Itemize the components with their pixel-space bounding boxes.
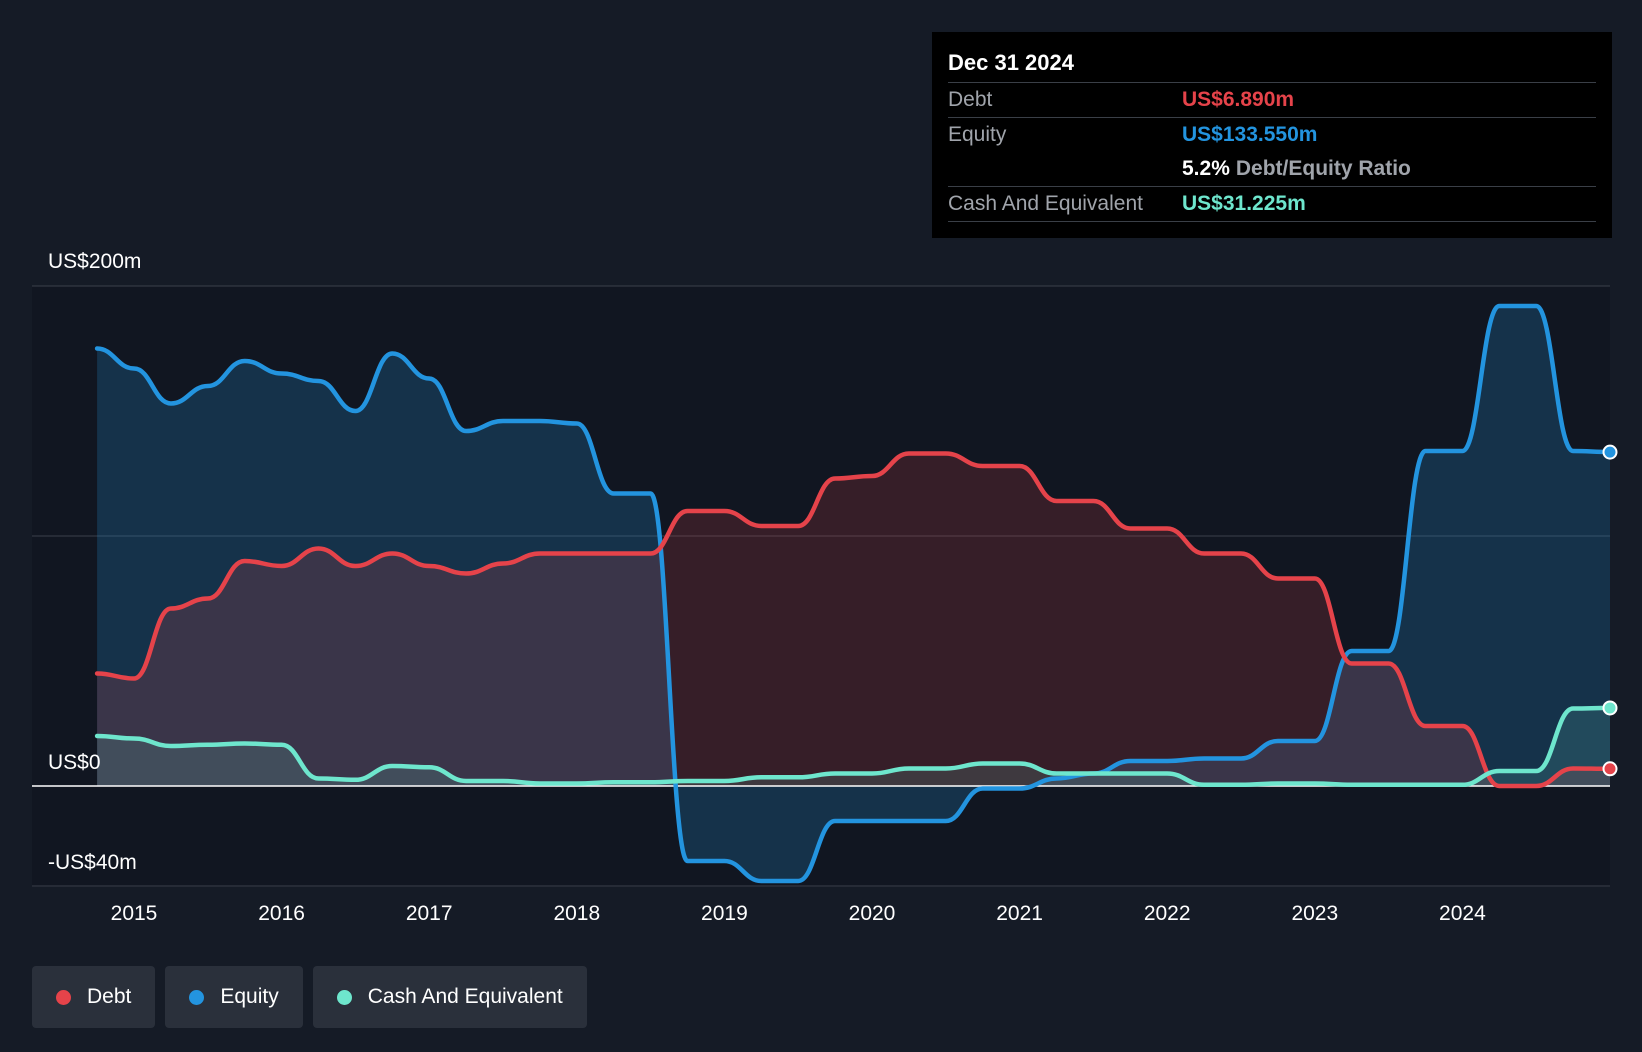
tooltip-row-debt: Debt US$6.890m: [948, 83, 1596, 118]
y-axis-top-label: US$200m: [48, 250, 142, 273]
area-equity: [97, 306, 1611, 881]
tooltip-cash-label: Cash And Equivalent: [948, 192, 1143, 215]
series-lines: [94, 303, 1613, 884]
tooltip-debt-label: Debt: [948, 88, 993, 111]
legend-debt-dot-icon: [56, 989, 71, 1005]
legend-item-debt[interactable]: Debt: [32, 966, 156, 1028]
x-tick-2021: 2021: [996, 902, 1043, 925]
x-tick-2020: 2020: [849, 902, 896, 925]
x-tick-2017: 2017: [406, 902, 453, 925]
x-axis-ticks: 2015 2016 2017 2018 2019 2020 2021 2022 2023 2024: [111, 902, 1486, 925]
x-tick-2019: 2019: [701, 902, 748, 925]
legend-item-equity[interactable]: Equity: [165, 966, 303, 1028]
series-end-dots: [1602, 444, 1618, 777]
x-tick-2015: 2015: [111, 902, 158, 925]
x-tick-2018: 2018: [553, 902, 600, 925]
tooltip-ratio: 5.2% Debt/Equity Ratio: [1182, 152, 1411, 186]
end-dot-debt: [1602, 761, 1618, 777]
tooltip-cash-value: US$31.225m: [1182, 192, 1306, 215]
legend-cash-label: Cash And Equivalent: [367, 985, 563, 1008]
tooltip-panel: Dec 31 2024 Debt US$6.890m Equity US$133…: [932, 32, 1612, 238]
legend-cash-dot-icon: [336, 989, 352, 1005]
area-debt: [97, 453, 1611, 786]
end-dot-cash: [1602, 700, 1618, 716]
tooltip-row-ratio: 5.2% Debt/Equity Ratio: [948, 152, 1596, 187]
series-areas: [97, 306, 1611, 881]
tooltip-ratio-spacer: [948, 152, 1182, 186]
area-cash: [97, 707, 1611, 786]
legend-equity-dot-icon: [189, 989, 205, 1005]
tooltip-equity-label: Equity: [948, 123, 1007, 146]
tooltip-row-equity: Equity US$133.550m: [948, 118, 1596, 152]
y-axis-bottom-label: -US$40m: [48, 851, 137, 874]
tooltip-ratio-label: Debt/Equity Ratio: [1235, 157, 1411, 180]
y-axis-zero-label: US$0: [48, 751, 101, 774]
end-dot-equity: [1602, 444, 1618, 460]
x-tick-2023: 2023: [1291, 902, 1338, 925]
tooltip-debt-value: US$6.890m: [1182, 88, 1295, 111]
legend-debt-label: Debt: [87, 985, 132, 1008]
x-tick-2016: 2016: [258, 902, 305, 925]
legend-item-cash[interactable]: Cash And Equivalent: [312, 966, 587, 1028]
gridlines: [32, 285, 1610, 887]
line-equity: [94, 303, 1613, 884]
legend-equity-label: Equity: [220, 985, 279, 1008]
x-tick-2024: 2024: [1439, 902, 1486, 925]
line-cash: [94, 705, 1613, 788]
tooltip-equity-value: US$133.550m: [1182, 123, 1318, 146]
tooltip-date: Dec 31 2024: [948, 46, 1596, 83]
line-debt: [94, 451, 1613, 789]
legend: Debt Equity Cash And Equivalent: [32, 966, 587, 1028]
tooltip-ratio-value: 5.2%: [1182, 157, 1230, 180]
x-tick-2022: 2022: [1144, 902, 1191, 925]
tooltip-row-cash: Cash And Equivalent US$31.225m: [948, 187, 1596, 222]
